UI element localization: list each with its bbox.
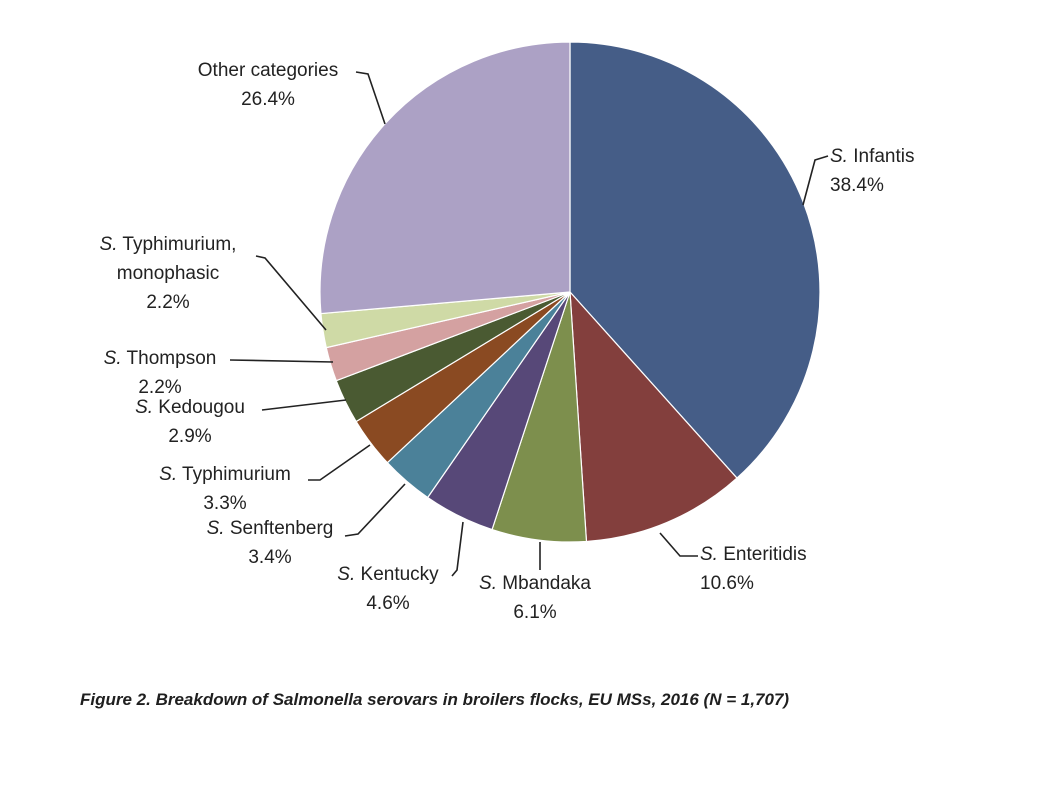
- slice-label-s-kentucky: S. Kentucky 4.6%: [337, 564, 439, 614]
- slice-label-s-mbandaka: S. Mbandaka 6.1%: [479, 573, 591, 623]
- slice-label-s-infantis: S. Infantis 38.4%: [830, 146, 915, 196]
- pie-slice-s-enteritidis: [569, 290, 738, 543]
- leader-line-s-typhimurium-monophasic: [255, 255, 327, 331]
- pie-slice-other-categories: [319, 41, 571, 315]
- figure-caption: Figure 2. Breakdown of Salmonella serova…: [80, 690, 790, 709]
- leader-line-s-enteritidis: [659, 532, 698, 557]
- slice-label-s-enteritidis: S. Enteritidis 10.6%: [700, 544, 807, 594]
- slice-label-s-kedougou: S. Kedougou 2.9%: [135, 397, 245, 447]
- leader-lines: [229, 71, 829, 577]
- leader-line-s-kedougou: [261, 399, 347, 411]
- slice-label-s-typhimurium-monophasic: S. Typhimurium, monophasic 2.2%: [100, 234, 237, 313]
- slice-label-s-senftenberg: S. Senftenberg 3.4%: [207, 518, 334, 568]
- leader-line-s-typhimurium: [308, 444, 371, 481]
- pie-slices: [319, 41, 821, 543]
- leader-line-other-categories: [355, 71, 386, 125]
- leader-line-s-kentucky: [451, 521, 464, 577]
- pie-chart: S. Infantis 38.4% S. Enteritidis 10.6% S. Mb…: [100, 41, 915, 623]
- slice-label-s-typhimurium: S. Typhimurium 3.3%: [159, 464, 291, 514]
- slice-labels: S. Infantis 38.4% S. Enteritidis 10.6% S. Mb…: [100, 60, 915, 623]
- leader-line-s-senftenberg: [344, 483, 406, 537]
- slice-label-other-categories: Other categories 26.4%: [198, 60, 338, 110]
- leader-line-s-thompson: [229, 359, 334, 363]
- leader-line-s-infantis: [802, 155, 829, 206]
- slice-label-s-thompson: S. Thompson 2.2%: [104, 348, 217, 398]
